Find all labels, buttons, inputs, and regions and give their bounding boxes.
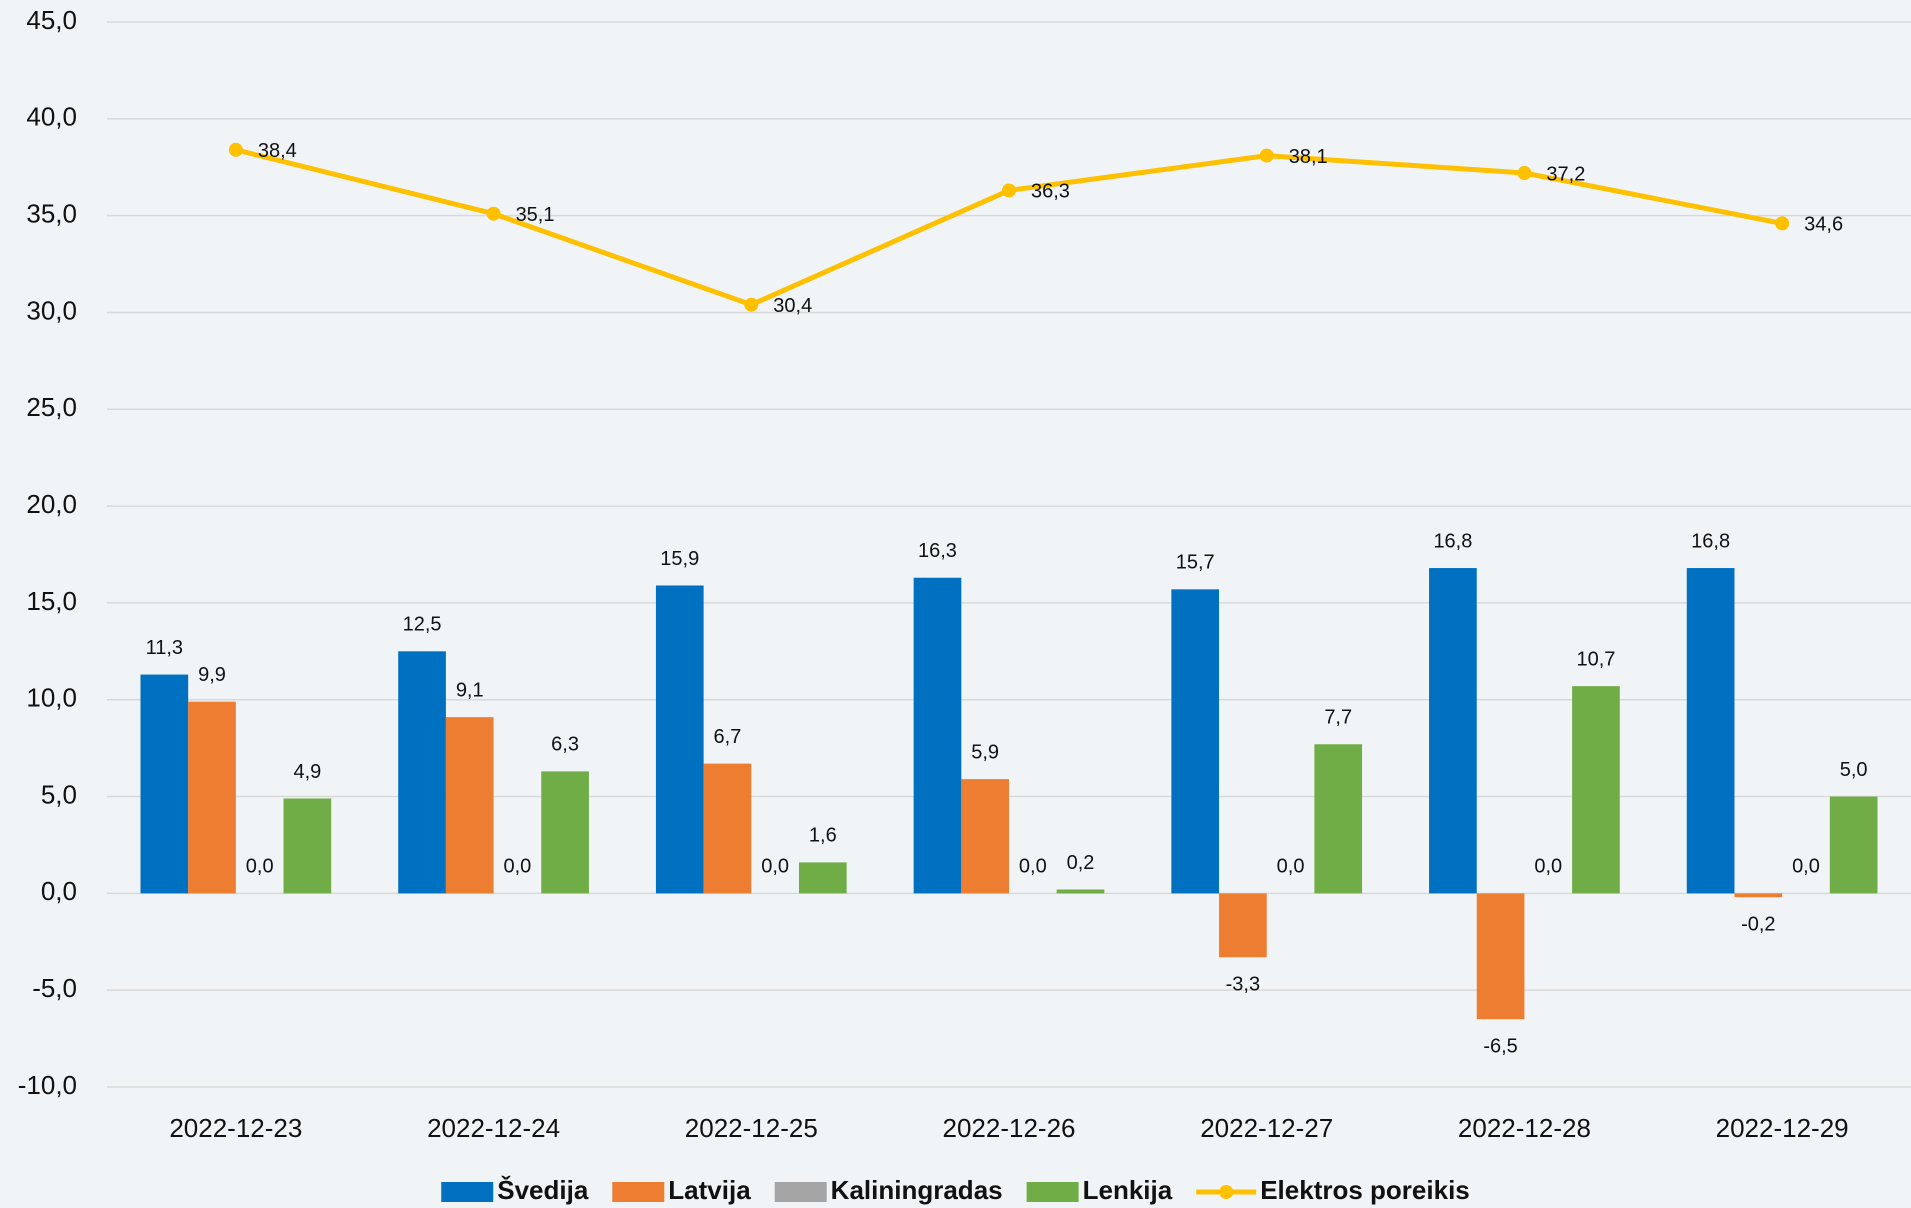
bar <box>1314 744 1363 894</box>
bar <box>541 771 589 894</box>
bar <box>913 577 962 894</box>
data-label: 5,0 <box>1840 759 1868 781</box>
legend: Švedija Latvija Kaliningradas Lenkija Elektr… <box>441 1175 1470 1205</box>
data-label: 36,3 <box>1031 181 1070 203</box>
y-tick-label: 5,0 <box>41 779 77 809</box>
data-label: 12,5 <box>403 614 442 636</box>
data-label: 0,0 <box>1277 856 1305 878</box>
data-label: 7,7 <box>1324 707 1352 729</box>
bar <box>445 717 494 894</box>
data-label: -6,5 <box>1483 1036 1517 1058</box>
legend-swatch <box>1219 1185 1234 1199</box>
data-label: 0,0 <box>1534 856 1562 878</box>
y-tick-label: -10,0 <box>18 1070 77 1100</box>
x-tick-label: 2022-12-25 <box>685 1113 818 1143</box>
legend-swatch <box>441 1182 494 1202</box>
x-tick-label: 2022-12-29 <box>1716 1113 1849 1143</box>
bar <box>1686 568 1735 894</box>
legend-swatch <box>612 1182 665 1202</box>
data-label: 9,1 <box>456 679 484 701</box>
legend-swatch <box>774 1182 827 1202</box>
line-marker <box>1002 183 1016 198</box>
data-label: 15,9 <box>660 548 699 570</box>
legend-label: Lenkija <box>1083 1175 1173 1205</box>
bar <box>1829 796 1878 894</box>
bar <box>1572 686 1620 894</box>
line-marker <box>228 142 243 157</box>
bar <box>140 674 189 894</box>
data-label: 0,0 <box>246 856 274 878</box>
y-tick-label: 30,0 <box>26 295 77 325</box>
x-tick-label: 2022-12-24 <box>427 1113 560 1143</box>
data-label: 0,2 <box>1067 852 1095 874</box>
x-tick-label: 2022-12-27 <box>1200 1113 1333 1143</box>
line-marker <box>1775 216 1790 231</box>
data-label: 1,6 <box>809 825 837 847</box>
bar <box>398 651 446 894</box>
bar <box>283 798 332 894</box>
data-label: 0,0 <box>1792 856 1820 878</box>
legend-label: Latvija <box>668 1175 751 1205</box>
y-tick-label: 40,0 <box>26 102 77 132</box>
data-label: -3,3 <box>1226 974 1260 996</box>
y-tick-label: -5,0 <box>32 973 77 1003</box>
legend-label: Švedija <box>497 1175 589 1205</box>
bar <box>798 862 847 894</box>
data-label: 0,0 <box>761 856 789 878</box>
data-label: 38,1 <box>1289 146 1328 168</box>
data-label: 16,3 <box>918 540 957 562</box>
legend-label: Elektros poreikis <box>1260 1175 1470 1205</box>
bar <box>1171 589 1220 894</box>
bar <box>655 585 704 894</box>
data-label: 6,7 <box>714 726 742 748</box>
data-label: 37,2 <box>1546 163 1585 185</box>
data-label: -0,2 <box>1741 914 1775 936</box>
data-label: 16,8 <box>1691 530 1730 552</box>
data-label: 0,0 <box>1019 856 1047 878</box>
data-label: 9,9 <box>198 664 226 686</box>
y-tick-label: 0,0 <box>41 876 77 906</box>
data-label: 34,6 <box>1804 214 1843 236</box>
data-label: 10,7 <box>1576 648 1615 670</box>
bar <box>961 779 1009 894</box>
data-label: 15,7 <box>1176 552 1215 574</box>
bar <box>1219 893 1267 958</box>
data-label: 6,3 <box>551 734 579 756</box>
data-label: 0,0 <box>504 856 532 878</box>
line-marker <box>1259 148 1274 163</box>
line-marker <box>486 206 501 221</box>
x-tick-label: 2022-12-23 <box>169 1113 302 1143</box>
legend-swatch <box>1026 1182 1079 1202</box>
bar <box>1429 568 1477 894</box>
data-label: 16,8 <box>1433 530 1472 552</box>
y-tick-label: 20,0 <box>26 489 77 519</box>
bar <box>1476 893 1525 1020</box>
x-tick-label: 2022-12-28 <box>1458 1113 1591 1143</box>
legend-label: Kaliningradas <box>831 1175 1003 1205</box>
x-tick-label: 2022-12-26 <box>943 1113 1076 1143</box>
bar <box>188 701 236 894</box>
line-marker <box>1517 166 1532 181</box>
data-label: 35,1 <box>516 204 555 226</box>
data-label: 5,9 <box>971 741 999 763</box>
y-tick-label: 45,0 <box>26 5 77 35</box>
y-tick-label: 10,0 <box>26 683 77 713</box>
y-tick-label: 25,0 <box>26 392 77 422</box>
bar <box>703 763 752 894</box>
data-label: 4,9 <box>293 761 321 783</box>
data-label: 30,4 <box>773 295 812 317</box>
bar <box>1734 893 1783 898</box>
y-tick-label: 15,0 <box>26 586 77 616</box>
data-label: 38,4 <box>258 140 297 162</box>
y-tick-label: 35,0 <box>26 199 77 229</box>
line-marker <box>744 297 759 312</box>
data-label: 11,3 <box>146 637 183 659</box>
bar <box>1056 889 1105 894</box>
